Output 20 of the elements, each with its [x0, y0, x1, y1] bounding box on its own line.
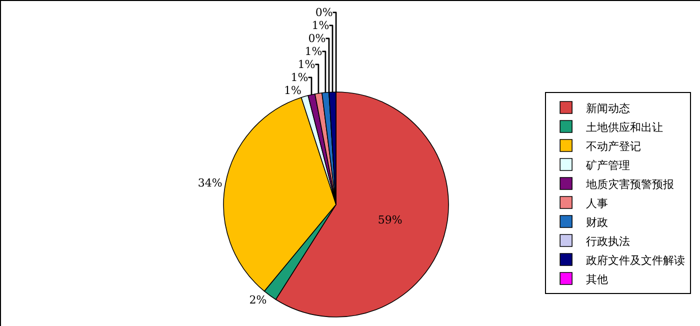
data-label: 2% [249, 293, 267, 306]
legend-label: 其他 [586, 272, 608, 286]
legend-label: 人事 [586, 196, 608, 210]
legend-label: 行政执法 [586, 234, 630, 248]
text: 0% [308, 32, 326, 45]
data-label: 59% [378, 214, 402, 227]
data-label: 34% [198, 176, 222, 190]
legend-label: 政府文件及文件解读 [586, 254, 686, 267]
data-label: 1% [312, 18, 330, 32]
legend-label: 财政 [586, 216, 608, 229]
legend-label: 土地供应和出让 [586, 120, 664, 134]
data-label: 1% [304, 44, 322, 58]
data-label: 1% [290, 70, 308, 84]
legend-label: 矿产管理 [585, 158, 630, 172]
legend-label: 不动产登记 [586, 140, 642, 153]
data-label: 1% [284, 84, 302, 97]
data-label: 1% [298, 58, 316, 71]
legend-label: 新闻动态 [586, 102, 630, 115]
legend-label: 地质灾害预警预报 [585, 178, 674, 191]
text: 0% [315, 6, 333, 19]
